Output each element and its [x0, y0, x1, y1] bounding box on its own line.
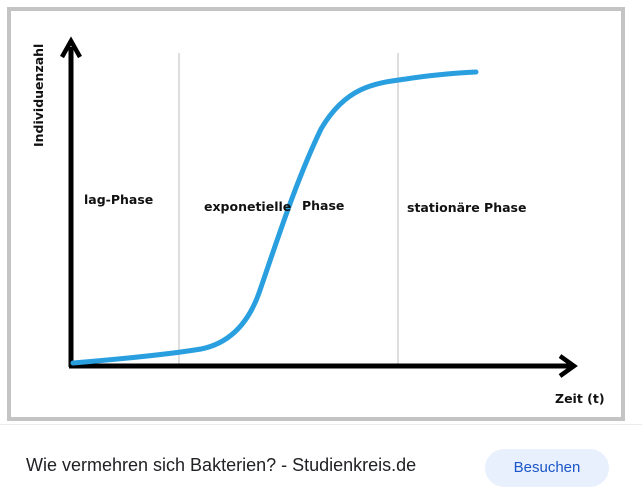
growth-curve	[70, 69, 479, 366]
image-source-title[interactable]: Wie vermehren sich Bakterien? - Studienk…	[26, 455, 417, 475]
y-axis-label: Individuenzahl	[31, 44, 46, 147]
phase-label-phase: Phase	[302, 198, 344, 213]
y-axis-arrowhead	[60, 36, 82, 59]
x-axis-arrowhead	[558, 354, 578, 378]
phase-label-exponential: exponetielle	[204, 199, 291, 214]
visit-button[interactable]: Besuchen	[485, 449, 609, 487]
footer-divider	[0, 424, 642, 425]
growth-curve-diagram: Individuenzahl lag-Phase exponetielle Ph…	[31, 36, 605, 406]
phase-label-lag: lag-Phase	[84, 192, 153, 207]
phase-label-stationary: stationäre Phase	[407, 200, 526, 215]
x-axis-label: Zeit (t)	[555, 391, 605, 406]
image-preview[interactable]: Individuenzahl lag-Phase exponetielle Ph…	[7, 7, 625, 421]
